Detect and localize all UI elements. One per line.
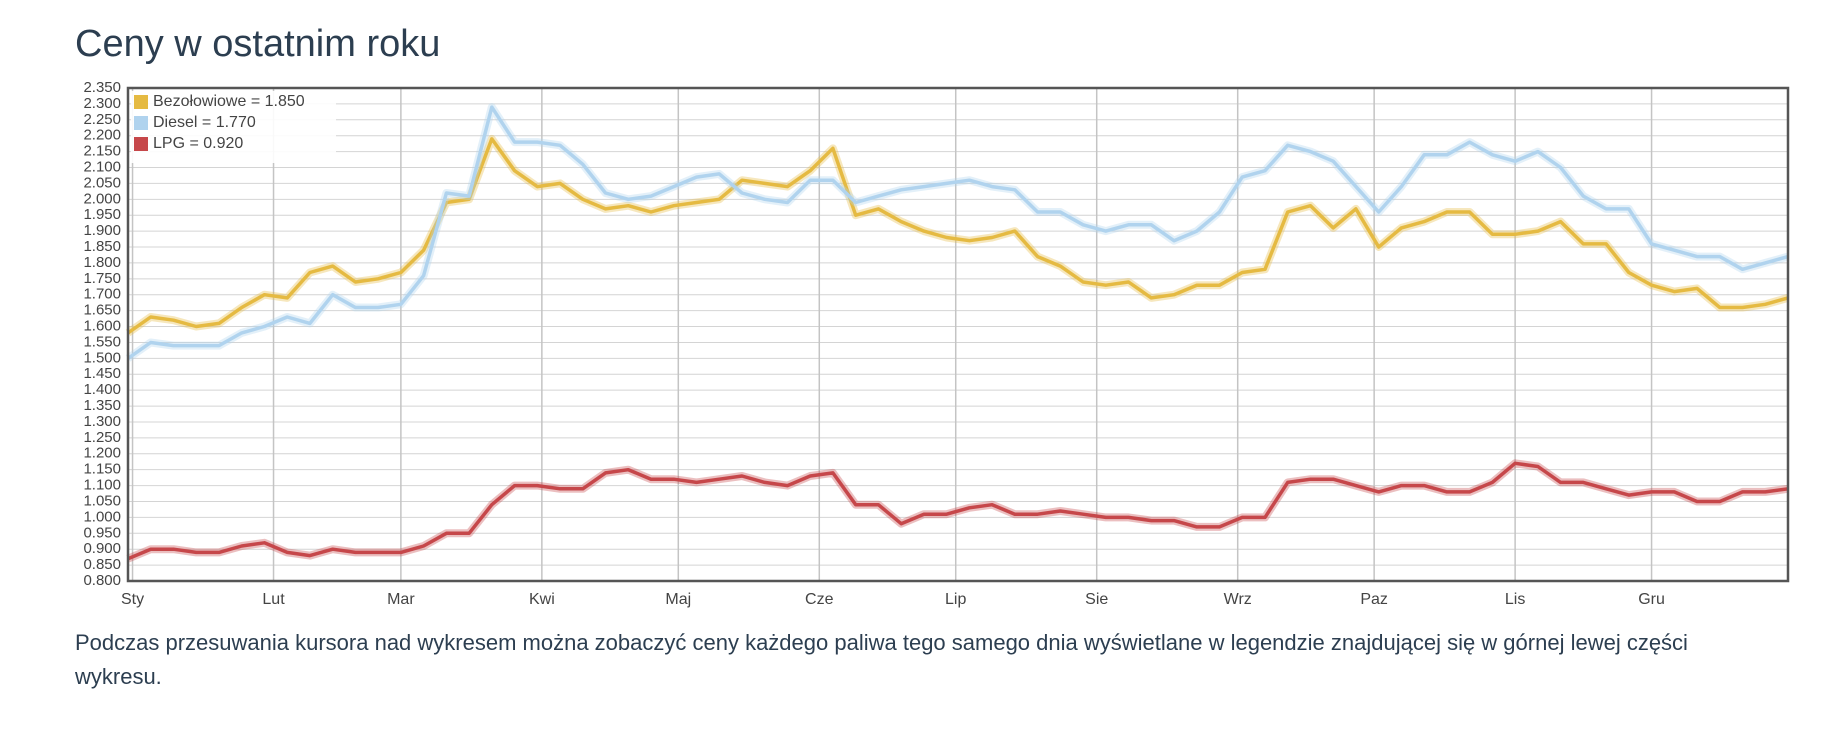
legend-swatch — [134, 137, 148, 151]
x-tick-label: Lis — [1505, 591, 1525, 608]
y-tick-label: 0.850 — [83, 556, 121, 573]
y-tick-label: 1.950 — [83, 206, 121, 223]
x-tick-label: Gru — [1638, 591, 1665, 608]
y-tick-label: 1.650 — [83, 302, 121, 319]
y-tick-label: 1.150 — [83, 461, 121, 478]
y-tick-label: 2.350 — [83, 79, 121, 96]
y-tick-label: 1.250 — [83, 429, 121, 446]
plot-border — [126, 86, 1790, 583]
y-tick-label: 1.750 — [83, 270, 121, 287]
y-tick-label: 2.200 — [83, 127, 121, 144]
y-tick-label: 2.000 — [83, 190, 121, 207]
x-tick-label: Sie — [1085, 591, 1108, 608]
legend-label: Diesel = 1.770 — [153, 114, 256, 131]
y-tick-label: 2.250 — [83, 111, 121, 128]
y-tick-label: 1.200 — [83, 445, 121, 462]
plot-background — [128, 88, 1788, 581]
y-tick-label: 1.000 — [83, 508, 121, 525]
x-tick-label: Kwi — [529, 591, 555, 608]
x-tick-label: Paz — [1360, 591, 1388, 608]
x-tick-label: Wrz — [1224, 591, 1252, 608]
y-tick-label: 1.500 — [83, 349, 121, 366]
y-tick-label: 1.850 — [83, 238, 121, 255]
y-tick-label: 1.800 — [83, 254, 121, 271]
line — [127, 461, 1789, 561]
y-tick-label: 1.900 — [83, 222, 121, 239]
y-tick-label: 1.400 — [83, 381, 121, 398]
x-tick-label: Mar — [387, 591, 415, 608]
chart: Ceny w ostatnim roku 0.8000.8500.9000.95… — [75, 23, 1790, 608]
y-tick-label: 0.900 — [83, 540, 121, 557]
legend-box — [131, 91, 336, 163]
legend-swatch — [134, 95, 148, 109]
y-tick-label: 2.050 — [83, 174, 121, 191]
y-tick-label: 1.550 — [83, 333, 121, 350]
y-tick-label: 1.300 — [83, 413, 121, 430]
y-tick-label: 1.600 — [83, 318, 121, 335]
y-tick-label: 1.100 — [83, 477, 121, 494]
x-tick-label: Sty — [121, 591, 144, 608]
x-tick-label: Maj — [665, 591, 691, 608]
description: Podczas przesuwania kursora nad wykresem… — [75, 630, 1688, 689]
x-tick-label: Lut — [262, 591, 285, 608]
legend-label: LPG = 0.920 — [153, 135, 243, 152]
x-tick-label: Cze — [805, 591, 834, 608]
y-tick-label: 1.450 — [83, 365, 121, 382]
y-tick-label: 2.300 — [83, 95, 121, 112]
y-tick-label: 1.050 — [83, 492, 121, 509]
y-tick-label: 0.800 — [83, 572, 121, 589]
y-tick-label: 2.150 — [83, 143, 121, 160]
line — [126, 105, 1789, 360]
legend-swatch — [134, 116, 148, 130]
chart-title: Ceny w ostatnim roku — [75, 23, 440, 65]
x-tick-label: Lip — [945, 591, 966, 608]
y-tick-label: 2.100 — [83, 158, 121, 175]
line — [126, 137, 1789, 335]
y-tick-label: 1.350 — [83, 397, 121, 414]
y-tick-label: 0.950 — [83, 524, 121, 541]
y-tick-label: 1.700 — [83, 286, 121, 303]
legend-label: Bezołowiowe = 1.850 — [153, 93, 305, 110]
